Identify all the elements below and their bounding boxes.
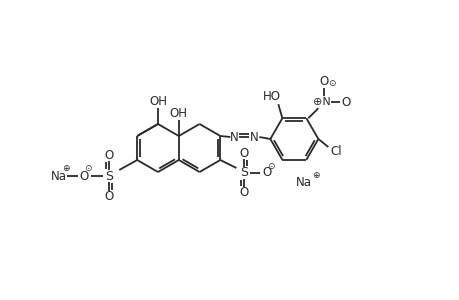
Text: O: O xyxy=(262,167,271,179)
Text: ⊙: ⊙ xyxy=(267,161,274,170)
Text: ⊕: ⊕ xyxy=(312,170,319,179)
Text: OH: OH xyxy=(149,94,167,107)
Text: Na: Na xyxy=(51,169,67,182)
Text: O: O xyxy=(239,146,248,160)
Text: OH: OH xyxy=(169,106,187,119)
Text: O: O xyxy=(239,187,248,200)
Text: ⊙: ⊙ xyxy=(84,164,92,172)
Text: N: N xyxy=(249,130,258,143)
Text: S: S xyxy=(240,167,248,179)
Text: O: O xyxy=(319,75,328,88)
Text: O: O xyxy=(104,190,113,203)
Text: HO: HO xyxy=(263,90,281,103)
Text: N: N xyxy=(230,130,238,143)
Text: Cl: Cl xyxy=(330,145,341,158)
Text: O: O xyxy=(79,169,89,182)
Text: O: O xyxy=(341,96,350,109)
Text: Na: Na xyxy=(296,176,312,190)
Text: ⊕N: ⊕N xyxy=(313,97,330,107)
Text: ⊙: ⊙ xyxy=(328,79,336,88)
Text: O: O xyxy=(104,148,113,161)
Text: S: S xyxy=(105,169,113,182)
Text: ⊕: ⊕ xyxy=(62,164,70,172)
